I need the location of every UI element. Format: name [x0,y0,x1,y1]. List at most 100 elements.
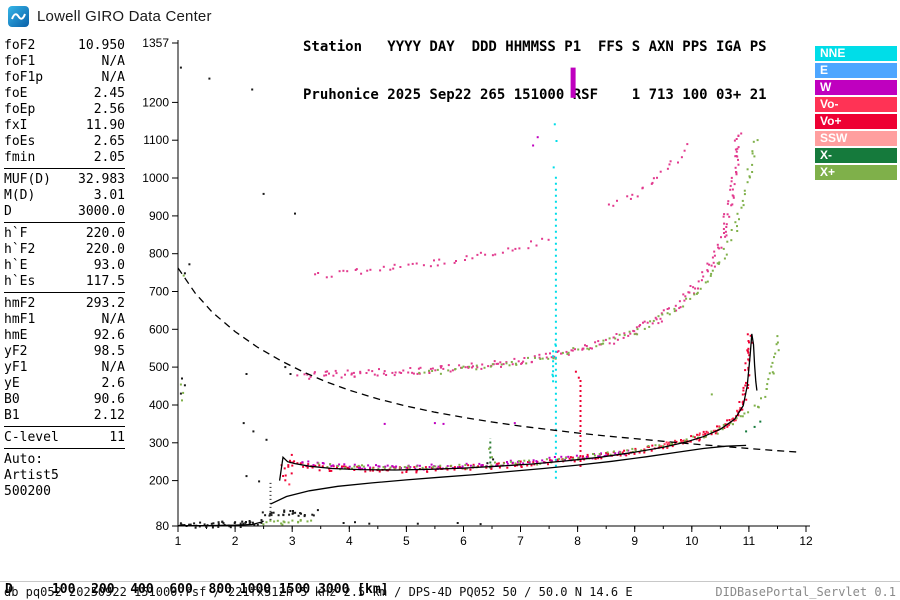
svg-text:300: 300 [149,436,169,450]
param-h-f2: h`F2 220.0 [4,242,125,258]
param-value: 92.6 [93,328,125,343]
autoscaling-info-0: Auto: [4,452,44,467]
param-muf-d-: MUF(D) 32.983 [4,172,125,188]
param-ye: yE 2.6 [4,376,125,392]
param-h-f: h`F 220.0 [4,226,125,242]
param-value: 293.2 [85,296,125,311]
svg-text:1000: 1000 [142,171,169,185]
station-header: Station YYYY DAY DDD HHMMSS P1 FFS S AXN… [303,7,767,135]
param-label: hmF1 [4,312,36,327]
autoscaling-info-2: 500200 [4,484,51,499]
param-value: N/A [101,312,125,327]
param-label: h`F [4,226,28,241]
param-value: 10.950 [78,38,125,53]
param-yf1: yF1 N/A [4,360,125,376]
param-value: 220.0 [85,242,125,257]
giro-logo-icon [8,6,29,27]
param-value: 93.0 [93,258,125,273]
app-title: Lowell GIRO Data Center [37,8,212,25]
param-value: 2.56 [93,102,125,117]
panel-divider [4,220,125,223]
param-hmf1: hmF1 N/A [4,312,125,328]
svg-text:2: 2 [232,534,239,548]
param-label: foF2 [4,38,36,53]
svg-text:7: 7 [517,534,524,548]
param-label: D [4,204,12,219]
param-fof2: foF2 10.950 [4,38,125,54]
ionogram-plot: 8020030040050060070080090010001100120013… [142,36,813,548]
servlet-version: DIDBasePortal_Servlet 0.1 [715,585,896,599]
param-d: D 3000.0 [4,204,125,220]
svg-text:1: 1 [175,534,182,548]
param-value: N/A [101,360,125,375]
svg-text:10: 10 [685,534,699,548]
param-label: B1 [4,408,20,423]
legend-item-x-: X+ [815,165,897,180]
param-fof1p: foF1p N/A [4,70,125,86]
svg-text:1357: 1357 [142,36,169,50]
param-label: MUF(D) [4,172,51,187]
param-label: yF2 [4,344,28,359]
param-label: foE [4,86,28,101]
param-label: B0 [4,392,20,407]
panel-divider [4,290,125,293]
wave-icon [11,13,26,20]
param-label: foF1p [4,70,44,85]
panel-divider [4,424,125,427]
parameters-panel: foF2 10.950 foF1 N/A foF1p N/A foE 2.45 foEp 2.56… [4,38,125,500]
svg-text:11: 11 [743,534,756,548]
param-label: h`F2 [4,242,36,257]
param-value: 2.6 [101,376,125,391]
svg-text:600: 600 [149,322,169,336]
svg-text:80: 80 [156,519,170,533]
param-foe: foE 2.45 [4,86,125,102]
legend-item-nne: NNE [815,46,897,61]
param-value: 2.45 [93,86,125,101]
svg-text:800: 800 [149,247,169,261]
svg-text:4: 4 [346,534,353,548]
param-c-level: C-level 11 [4,430,125,446]
distance-row: D 100 200 400 600 800 1000 1500 3000 [km… [5,582,389,597]
param-label: foEp [4,102,36,117]
legend-item-w: W [815,80,897,95]
svg-text:500: 500 [149,360,169,374]
legend-item-e: E [815,63,897,78]
param-b0: B0 90.6 [4,392,125,408]
param-value: 3000.0 [78,204,125,219]
param-value: 220.0 [85,226,125,241]
param-value: N/A [101,70,125,85]
param-fxi: fxI 11.90 [4,118,125,134]
param-label: yF1 [4,360,28,375]
legend-item-vo-: Vo+ [815,114,897,129]
header: Lowell GIRO Data Center [8,6,212,27]
param-value: 98.5 [93,344,125,359]
param-label: fmin [4,150,36,165]
param-label: foF1 [4,54,36,69]
svg-text:9: 9 [631,534,638,548]
param-hme: hmE 92.6 [4,328,125,344]
param-label: hmF2 [4,296,36,311]
measurement-info: db pq052 20250922 151000.rsf / 221fx512h… [4,585,633,599]
param-value: 2.65 [93,134,125,149]
svg-text:900: 900 [149,209,169,223]
param-value: 2.05 [93,150,125,165]
param-fof1: foF1 N/A [4,54,125,70]
status-bar: db pq052 20250922 151000.rsf / 221fx512h… [0,581,900,600]
svg-text:5: 5 [403,534,410,548]
svg-text:1100: 1100 [143,133,169,147]
legend-item-ssw: SSW [815,131,897,146]
svg-text:6: 6 [460,534,467,548]
ionogram-chart: 80 200 300 400 500 600 700 800 900 1000 1100 1200 13… [130,36,820,566]
param-label: foEs [4,134,36,149]
param-label: hmE [4,328,28,343]
legend-item-vo-: Vo- [815,97,897,112]
param-foep: foEp 2.56 [4,102,125,118]
param-label: h`E [4,258,28,273]
param-foes: foEs 2.65 [4,134,125,150]
param-value: 2.12 [93,408,125,423]
param-label: fxI [4,118,28,133]
svg-text:8: 8 [574,534,581,548]
panel-divider [4,446,125,449]
svg-text:200: 200 [149,474,169,488]
param-m-d-: M(D) 3.01 [4,188,125,204]
